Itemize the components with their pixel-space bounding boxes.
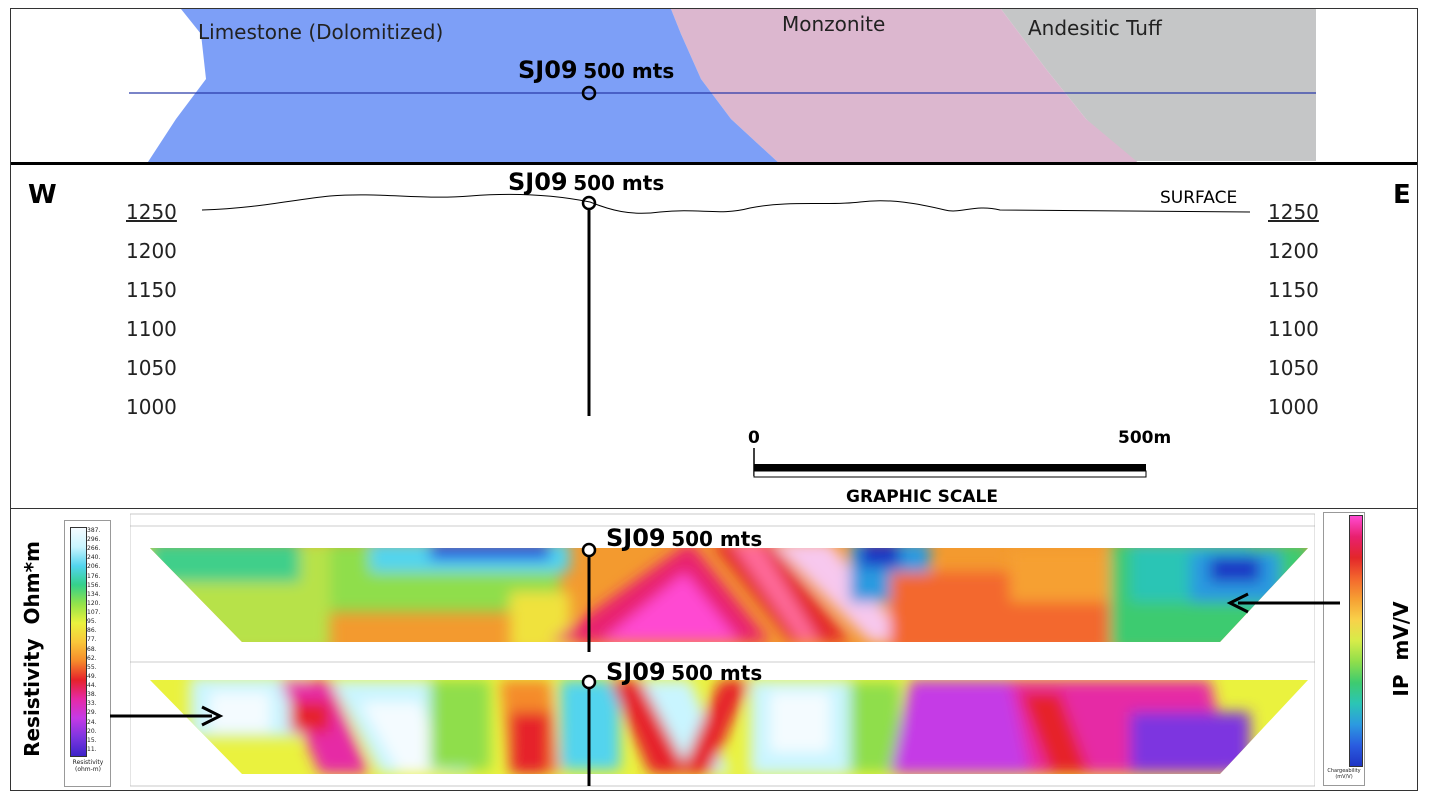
cross-section [201, 193, 1251, 416]
drillhole-label-section: SJ09 500 mts [508, 168, 664, 196]
chargeability-legend: Chargeability (mV/V) [1323, 512, 1365, 786]
resistivity-legend-title: Resistivity (ohm-m) [72, 759, 104, 773]
resistivity-legend-value: 86. [87, 627, 97, 635]
west-label: W [28, 180, 57, 210]
resistivity-legend: 387. 296. 266. 240. 206. 176. 156. 134. 120. 107.… [64, 520, 111, 787]
tuff-unit [1001, 9, 1316, 161]
resistivity-legend-value: 206. [87, 563, 101, 571]
chargeability-color-bar [1349, 515, 1363, 767]
topography-line [201, 193, 1251, 214]
elev-left-1100: 1100 [126, 317, 177, 341]
drillhole-id: SJ09 [508, 168, 568, 196]
resistivity-values: 387. 296. 266. 240. 206. 176. 156. 134. 120. 107.… [87, 527, 109, 755]
resistivity-legend-value: 68. [87, 645, 97, 653]
elev-left-1150: 1150 [126, 278, 177, 302]
resistivity-legend-value: 49. [87, 672, 97, 680]
resistivity-legend-value: 95. [87, 618, 97, 626]
elev-left-1000: 1000 [126, 395, 177, 419]
elev-right-1200: 1200 [1268, 239, 1319, 263]
drillhole-distance: 500 mts [671, 661, 763, 685]
resistivity-legend-value: 55. [87, 663, 97, 671]
geology-map [129, 9, 1316, 165]
pseudosections [130, 513, 1315, 787]
resistivity-legend-value: 266. [87, 545, 101, 553]
surface-label: SURFACE [1160, 188, 1238, 208]
resistivity-pseudosection [150, 680, 1308, 774]
drillhole-collar-map [581, 85, 597, 101]
right-elevation-axis: 1250 1200 1150 1100 1050 1000 [1268, 200, 1319, 434]
monzonite-unit [671, 9, 1141, 165]
resistivity-legend-value: 77. [87, 636, 97, 644]
tuff-label: Andesitic Tuff [1028, 16, 1162, 40]
map-divider [11, 162, 1417, 165]
limestone-label: Limestone (Dolomitized) [198, 20, 444, 44]
resistivity-legend-value: 107. [87, 609, 101, 617]
scale-title: GRAPHIC SCALE [846, 487, 998, 507]
resistivity-legend-value: 20. [87, 727, 97, 735]
arrow-icon [1226, 592, 1340, 614]
arrow-icon [110, 705, 224, 727]
east-label: E [1393, 180, 1411, 210]
chargeability-legend-title: Chargeability (mV/V) [1327, 768, 1361, 780]
resistivity-legend-value: 156. [87, 581, 101, 589]
figure-frame [10, 8, 1418, 791]
resistivity-legend-value: 120. [87, 599, 101, 607]
resistivity-legend-value: 296. [87, 536, 101, 544]
resistivity-color-bar [70, 527, 87, 757]
drillhole-id: SJ09 [518, 56, 578, 84]
elev-right-1000: 1000 [1268, 395, 1319, 419]
resistivity-legend-value: 240. [87, 554, 101, 562]
scale-start: 0 [748, 428, 760, 448]
resistivity-legend-value: 387. [87, 527, 101, 534]
drillhole-label-ip: SJ09 500 mts [606, 524, 762, 552]
limestone-unit [146, 9, 781, 165]
resistivity-legend-value: 15. [87, 736, 97, 744]
drillhole-distance: 500 mts [671, 527, 763, 551]
resistivity-legend-value: 134. [87, 590, 101, 598]
drillhole-distance: 500 mts [583, 59, 675, 83]
elev-right-1100: 1100 [1268, 317, 1319, 341]
resistivity-legend-value: 24. [87, 718, 97, 726]
drillhole-label-res: SJ09 500 mts [606, 658, 762, 686]
scale-bar [753, 448, 1147, 478]
resistivity-legend-value: 33. [87, 700, 97, 708]
elev-left-1200: 1200 [126, 239, 177, 263]
left-elevation-axis: 1250 1200 1150 1100 1050 1000 [126, 200, 177, 434]
drillhole-id: SJ09 [606, 524, 666, 552]
drillhole-distance: 500 mts [573, 171, 665, 195]
section-divider [11, 508, 1417, 509]
resistivity-legend-value: 11. [87, 745, 97, 753]
elev-right-1150: 1150 [1268, 278, 1319, 302]
resistivity-legend-value: 29. [87, 709, 97, 717]
scale-end: 500m [1118, 428, 1172, 448]
elev-right-1050: 1050 [1268, 356, 1319, 380]
elev-right-1250: 1250 [1268, 200, 1319, 224]
drillhole-collar-ip [581, 542, 597, 558]
elev-left-1050: 1050 [126, 356, 177, 380]
resistivity-legend-value: 44. [87, 682, 97, 690]
drillhole-id: SJ09 [606, 658, 666, 686]
resistivity-legend-value: 176. [87, 572, 101, 580]
drillhole-label-map: SJ09 500 mts [518, 56, 674, 84]
drillhole-collar-res [581, 674, 597, 690]
monzonite-label: Monzonite [782, 12, 886, 36]
resistivity-legend-value: 62. [87, 654, 97, 662]
resistivity-legend-value: 38. [87, 691, 97, 699]
elev-left-1250: 1250 [126, 200, 177, 224]
